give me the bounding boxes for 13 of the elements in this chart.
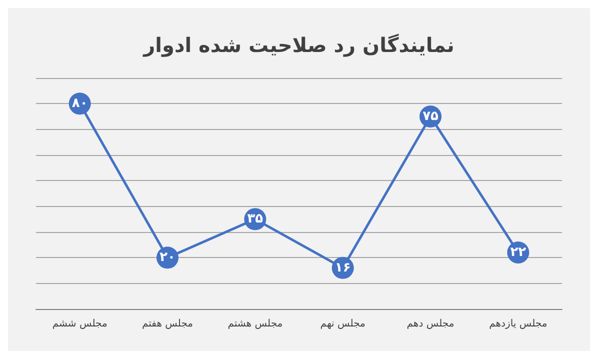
data-label: ۲۰ xyxy=(160,250,176,266)
data-label: ۲۲ xyxy=(510,245,526,260)
data-label: ۷۵ xyxy=(422,109,438,124)
chart-title: نمایندگان رد صلاحیت شده ادوار xyxy=(142,33,454,57)
data-label: ۸۰ xyxy=(72,96,88,112)
x-tick-label: مجلس نهم xyxy=(320,318,366,330)
x-tick-label: مجلس ششم xyxy=(52,318,108,330)
data-label: ۱۶ xyxy=(334,260,351,276)
x-tick-label: مجلس هفتم xyxy=(142,318,194,330)
x-tick-label: مجلس یازدهم xyxy=(489,318,548,330)
data-label: ۳۵ xyxy=(247,212,264,227)
x-tick-label: مجلس هشتم xyxy=(228,318,283,330)
x-tick-label: مجلس دهم xyxy=(406,318,454,330)
